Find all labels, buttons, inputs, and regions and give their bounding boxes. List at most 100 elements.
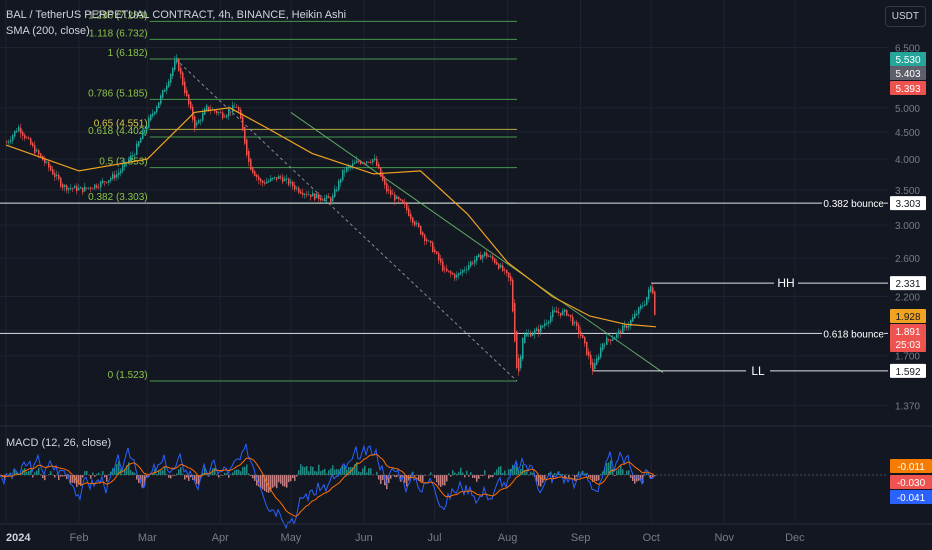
hh-label-bg xyxy=(774,275,798,292)
time-tick-label: Nov xyxy=(714,532,734,544)
candle xyxy=(296,187,298,189)
candle xyxy=(436,251,438,254)
candle xyxy=(596,358,598,365)
candle xyxy=(608,339,610,341)
macd-histogram-bar xyxy=(346,469,348,475)
macd-histogram-bar xyxy=(32,475,34,478)
candle xyxy=(526,333,528,337)
price-tag-label: 5.393 xyxy=(895,84,920,95)
macd-histogram-bar xyxy=(618,469,620,475)
currency-button[interactable]: USDT xyxy=(884,6,926,27)
candle xyxy=(386,183,388,192)
price-label-box xyxy=(890,363,926,378)
candle xyxy=(266,181,268,184)
macd-histogram-bar xyxy=(498,466,500,475)
candle xyxy=(576,322,578,326)
macd-histogram-bar xyxy=(592,475,594,482)
time-tick-label: 2024 xyxy=(6,532,31,544)
macd-histogram-bar xyxy=(514,465,516,475)
fib-level-label: 0.5 (3.853) xyxy=(99,157,147,168)
macd-histogram-bar xyxy=(590,475,592,478)
candle xyxy=(6,142,8,144)
macd-histogram-bar xyxy=(302,466,304,475)
candle xyxy=(450,271,452,274)
candle xyxy=(14,130,16,137)
macd-histogram-bar xyxy=(584,473,586,475)
macd-histogram-bar xyxy=(230,474,232,475)
candle xyxy=(242,116,244,131)
candle xyxy=(246,139,248,156)
macd-histogram-bar xyxy=(650,475,652,479)
candle xyxy=(560,312,562,316)
candle xyxy=(640,305,642,309)
price-tag xyxy=(890,309,926,323)
bounce-label-bg xyxy=(822,326,884,341)
macd-histogram-bar xyxy=(124,469,126,475)
macd-histogram-bar xyxy=(442,475,444,486)
candle xyxy=(530,333,532,337)
macd-histogram-bar xyxy=(602,471,604,475)
candle xyxy=(140,138,142,143)
candle xyxy=(508,272,510,278)
candle xyxy=(342,169,344,181)
candle xyxy=(544,323,546,327)
candle xyxy=(244,126,246,144)
candle xyxy=(546,323,548,325)
macd-histogram-bar xyxy=(502,473,504,475)
macd-histogram-bar xyxy=(458,471,460,475)
macd-histogram-bar xyxy=(382,475,384,481)
candle xyxy=(492,256,494,260)
candle xyxy=(18,126,20,132)
macd-histogram-bar xyxy=(16,472,18,475)
macd-histogram-bar xyxy=(284,475,286,487)
candle xyxy=(654,291,656,315)
macd-histogram-bar xyxy=(320,471,322,475)
candle xyxy=(378,164,380,169)
macd-histogram-bar xyxy=(548,472,550,475)
candle xyxy=(292,181,294,187)
macd-histogram-bar xyxy=(446,475,448,482)
candle xyxy=(148,117,150,128)
candle xyxy=(510,276,512,281)
macd-histogram-bar xyxy=(492,475,494,478)
macd-histogram-bar xyxy=(252,475,254,479)
candle xyxy=(366,161,368,163)
candle xyxy=(208,106,210,111)
time-tick-label: Mar xyxy=(138,532,157,544)
candle xyxy=(10,140,12,142)
macd-histogram-bar xyxy=(62,475,64,477)
macd-histogram-bar xyxy=(6,473,8,475)
macd-histogram-bar xyxy=(28,471,30,475)
fib-level-label: 0.382 (3.303) xyxy=(88,192,148,203)
candle xyxy=(64,185,66,187)
macd-histogram-bar xyxy=(608,462,610,475)
candle xyxy=(48,161,50,168)
candle xyxy=(390,190,392,195)
candle xyxy=(384,179,386,185)
candle xyxy=(368,161,370,163)
macd-histogram-bar xyxy=(228,475,230,478)
macd-histogram-bar xyxy=(630,475,632,478)
candle xyxy=(614,337,616,340)
macd-histogram-bar xyxy=(122,474,124,475)
candle xyxy=(252,167,254,173)
macd-histogram-bar xyxy=(484,470,486,475)
candle xyxy=(104,181,106,183)
macd-histogram-bar xyxy=(178,469,180,475)
candle xyxy=(138,141,140,147)
grid xyxy=(0,0,888,522)
macd-histogram-bar xyxy=(110,471,112,475)
macd-histogram-bar xyxy=(322,469,324,475)
candle xyxy=(572,316,574,326)
sma-indicator-label[interactable]: SMA (200, close) xyxy=(6,25,90,37)
macd-histogram-bar xyxy=(64,475,66,477)
candle xyxy=(202,112,204,121)
macd-histogram-bar xyxy=(366,472,368,475)
candle xyxy=(480,254,482,260)
candle xyxy=(90,187,92,189)
candle xyxy=(78,188,80,191)
macd-histogram-bar xyxy=(614,475,616,476)
candle xyxy=(392,193,394,195)
candle xyxy=(428,240,430,242)
